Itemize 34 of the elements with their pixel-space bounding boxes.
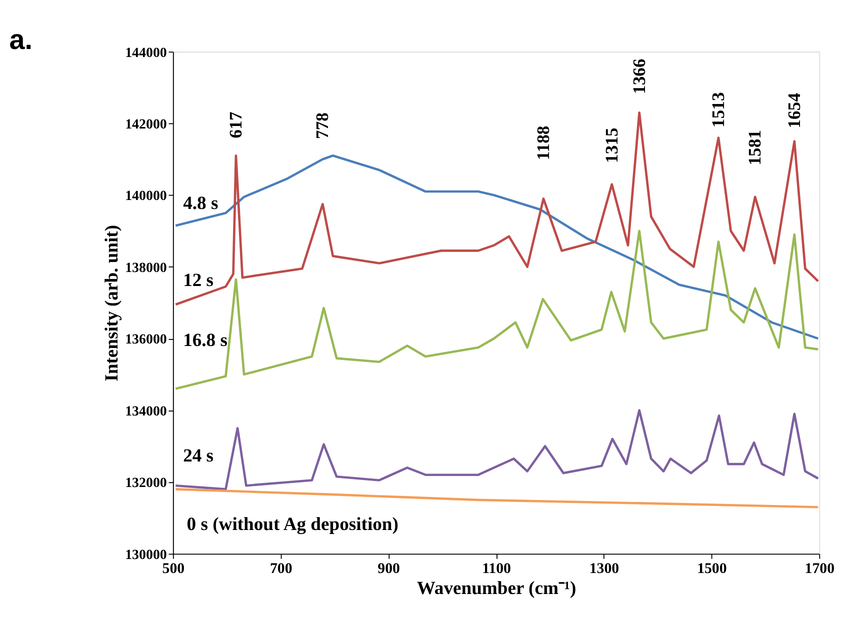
annotation: 1581 [744,130,765,166]
annotation: 1366 [628,58,649,94]
y-tick-label: 140000 [125,189,167,204]
annotation: 1315 [601,127,622,163]
line-series [174,488,820,508]
series-label: 16.8 s [183,330,228,352]
y-tick-label: 132000 [125,476,167,492]
y-tick-label: 138000 [125,260,167,276]
series-label: 12 s [183,270,214,291]
x-tick-label: 1300 [589,560,620,577]
chart-title: a. [9,24,33,55]
x-tick-label: 1700 [804,560,834,577]
y-axis-title: Intensity (arb. unit) [102,224,123,382]
line-series [174,409,820,490]
y-tick-label: 144000 [125,46,167,61]
x-tick-label: 900 [378,560,400,577]
y-tick-label: 134000 [125,404,167,420]
y-tick-label: 130000 [125,548,167,563]
annotation: 1188 [533,126,554,160]
annotation: 1513 [708,92,728,128]
x-axis-title: Wavenumber (cm⁻¹) [416,578,576,600]
series-label: 24 s [183,445,214,466]
x-tick-label: 500 [162,560,185,577]
series-label: 0 s (without Ag deposition) [186,514,398,536]
x-tick-label: 1100 [482,560,511,577]
series-label: 4.8 s [183,192,218,214]
y-tick-label: 136000 [125,332,167,348]
annotation: 1654 [784,92,804,128]
x-tick-label: 700 [270,560,292,577]
annotation: 617 [226,112,246,138]
x-tick-label: 1500 [697,560,727,577]
line-series [174,230,820,390]
y-tick-label: 142000 [125,117,167,132]
annotation: 778 [312,112,332,140]
